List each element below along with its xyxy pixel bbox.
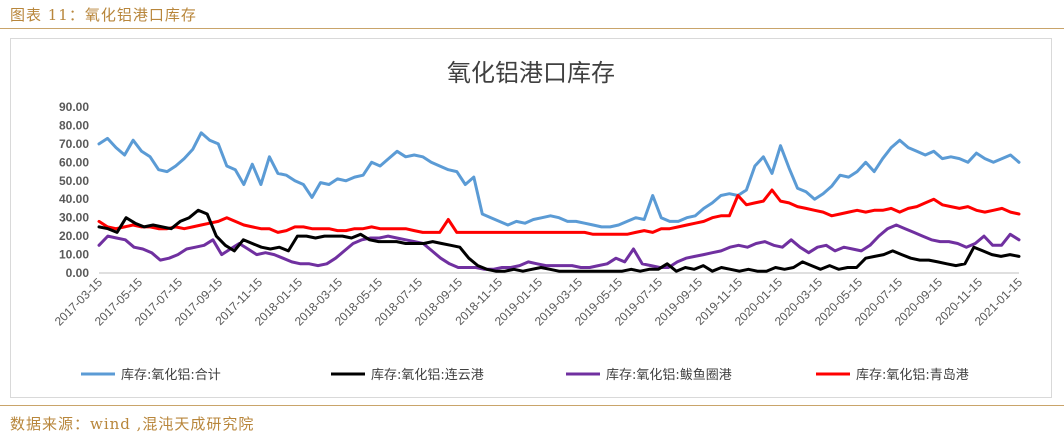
legend-label: 库存:氧化铝:连云港 — [371, 367, 484, 383]
chart-frame: 氧化铝港口库存 0.00 10.00 20.00 30.00 40.00 50.00 60.… — [10, 38, 1052, 398]
y-tick-label: 90.00 — [59, 100, 89, 114]
y-tick-label: 50.00 — [59, 174, 89, 188]
line-chart: 0.00 10.00 20.00 30.00 40.00 50.00 60.00 70.00 8… — [52, 100, 1026, 383]
y-tick-label: 80.00 — [59, 118, 89, 132]
series-line — [97, 208, 1021, 273]
source-note: 数据来源：wind ,混沌天成研究院 — [10, 415, 255, 433]
legend-label: 库存:氧化铝:青岛港 — [856, 367, 969, 383]
series-line — [97, 131, 1021, 229]
series-line — [97, 188, 1021, 236]
figure-caption: 图表 11：氧化铝港口库存 — [10, 6, 197, 24]
y-tick-label: 30.00 — [59, 211, 89, 225]
chart-title: 氧化铝港口库存 — [447, 59, 615, 87]
series-line — [97, 223, 1021, 271]
y-tick-label: 0.00 — [66, 266, 90, 280]
y-tick-label: 70.00 — [59, 137, 89, 151]
top-rule — [0, 28, 1064, 29]
legend-label: 库存:氧化铝:合计 — [121, 367, 221, 383]
y-tick-label: 10.00 — [59, 248, 89, 262]
y-tick-label: 20.00 — [59, 229, 89, 243]
legend-label: 库存:氧化铝:鲅鱼圈港 — [606, 367, 732, 383]
y-tick-label: 40.00 — [59, 192, 89, 206]
bottom-rule — [0, 405, 1064, 406]
y-tick-label: 60.00 — [59, 155, 89, 169]
